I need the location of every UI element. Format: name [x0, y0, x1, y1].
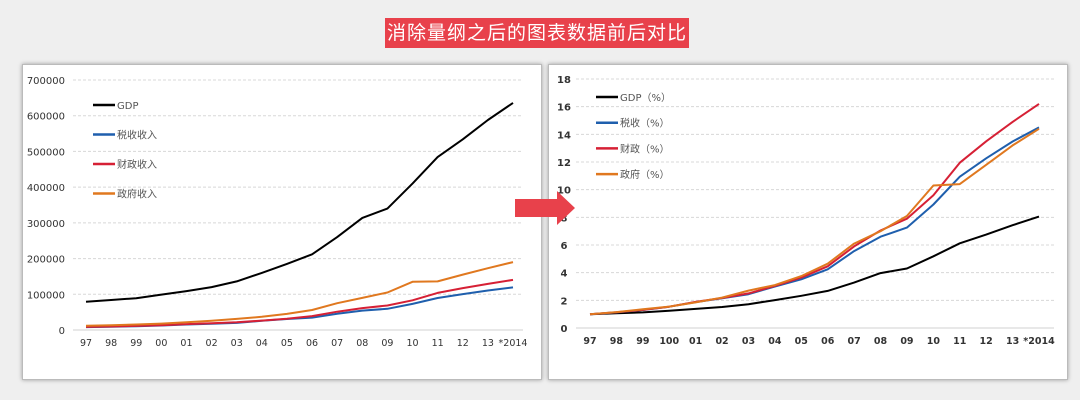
x-tick-label: 13 [1006, 336, 1019, 347]
x-tick-label: 05 [795, 336, 808, 347]
x-tick-label: 01 [689, 336, 702, 347]
y-tick-label: 18 [557, 75, 571, 86]
x-tick-label: *2014 [499, 338, 528, 349]
x-tick-label: 09 [381, 338, 393, 349]
y-tick-label: 700000 [27, 76, 65, 87]
x-tick-label: 12 [457, 338, 469, 349]
y-tick-label: 200000 [27, 255, 65, 266]
y-tick-label: 500000 [27, 147, 65, 158]
x-tick-label: 00 [155, 338, 167, 349]
legend-label: 税收收入 [117, 129, 157, 142]
legend-label: 政府（%） [620, 168, 670, 181]
series-line-1 [589, 126, 1040, 316]
y-tick-label: 100000 [27, 290, 65, 301]
legend-label: 税收（%） [620, 117, 670, 130]
x-tick-label: 07 [331, 338, 343, 349]
y-tick-label: 6 [561, 241, 568, 252]
right-arrow-icon [515, 191, 575, 225]
x-tick-label: 01 [180, 338, 192, 349]
x-tick-label: 06 [821, 336, 835, 347]
series-line-0 [589, 215, 1040, 316]
series-line-2 [85, 278, 514, 328]
series-line-3 [85, 261, 514, 327]
chart-svg-left: 0 100000 200000 300000 400000 500000 600000 700… [27, 76, 528, 349]
x-tick-label: 10 [406, 338, 418, 349]
x-tick-label: 97 [80, 338, 92, 349]
x-tick-label: 98 [610, 336, 624, 347]
series-line-3 [589, 127, 1040, 316]
x-tick-label: 02 [206, 338, 218, 349]
x-tick-label: 09 [900, 336, 913, 347]
x-tick-label: 11 [432, 338, 444, 349]
legend-label: 财政收入 [117, 158, 157, 171]
series-line-0 [85, 102, 514, 303]
x-tick-label: 02 [715, 336, 728, 347]
x-tick-label: 03 [742, 336, 755, 347]
x-tick-label: 08 [356, 338, 368, 349]
y-tick-label: 0 [59, 326, 65, 337]
page-title: 消除量纲之后的图表数据前后对比 [385, 18, 689, 48]
absolute-values-chart: 0 100000 200000 300000 400000 500000 600000 700… [22, 64, 542, 380]
x-tick-label: 04 [256, 338, 268, 349]
x-tick-label: 99 [130, 338, 142, 349]
x-tick-label: 06 [306, 338, 318, 349]
y-tick-label: 12 [557, 158, 571, 169]
series-line-1 [85, 286, 514, 329]
normalized-values-chart: 0 2 4 6 8 10 12 14 16 18 97 98 99 100 01 02 03 04 05 06 07 08… [548, 64, 1068, 380]
x-tick-label: 11 [953, 336, 966, 347]
legend-label: GDP [117, 101, 138, 112]
legend-label: 政府收入 [117, 188, 157, 201]
y-tick-label: 14 [557, 130, 571, 141]
x-tick-label: 03 [231, 338, 243, 349]
series-line-2 [589, 103, 1040, 316]
legend-label: 财政（%） [620, 142, 670, 155]
x-tick-label: 05 [281, 338, 293, 349]
y-tick-label: 600000 [27, 112, 65, 123]
x-tick-label: 98 [105, 338, 117, 349]
legend-label: GDP（%） [620, 92, 671, 104]
y-tick-label: 10 [557, 186, 571, 197]
x-tick-label: 100 [659, 336, 679, 347]
x-tick-label: 13 [482, 338, 494, 349]
x-tick-label: 97 [583, 336, 596, 347]
y-tick-label: 0 [561, 324, 568, 335]
x-tick-label: 07 [848, 336, 861, 347]
x-tick-label: 10 [927, 336, 941, 347]
y-tick-label: 300000 [27, 219, 65, 230]
y-tick-label: 16 [557, 103, 571, 114]
x-tick-label: 12 [980, 336, 993, 347]
y-tick-label: 2 [561, 296, 568, 307]
y-tick-label: 400000 [27, 183, 65, 194]
x-tick-label: 04 [768, 336, 782, 347]
y-tick-label: 8 [561, 213, 568, 224]
y-tick-label: 4 [561, 269, 568, 280]
x-tick-label: *2014 [1023, 336, 1055, 347]
x-tick-label: 99 [636, 336, 649, 347]
x-tick-label: 08 [874, 336, 888, 347]
